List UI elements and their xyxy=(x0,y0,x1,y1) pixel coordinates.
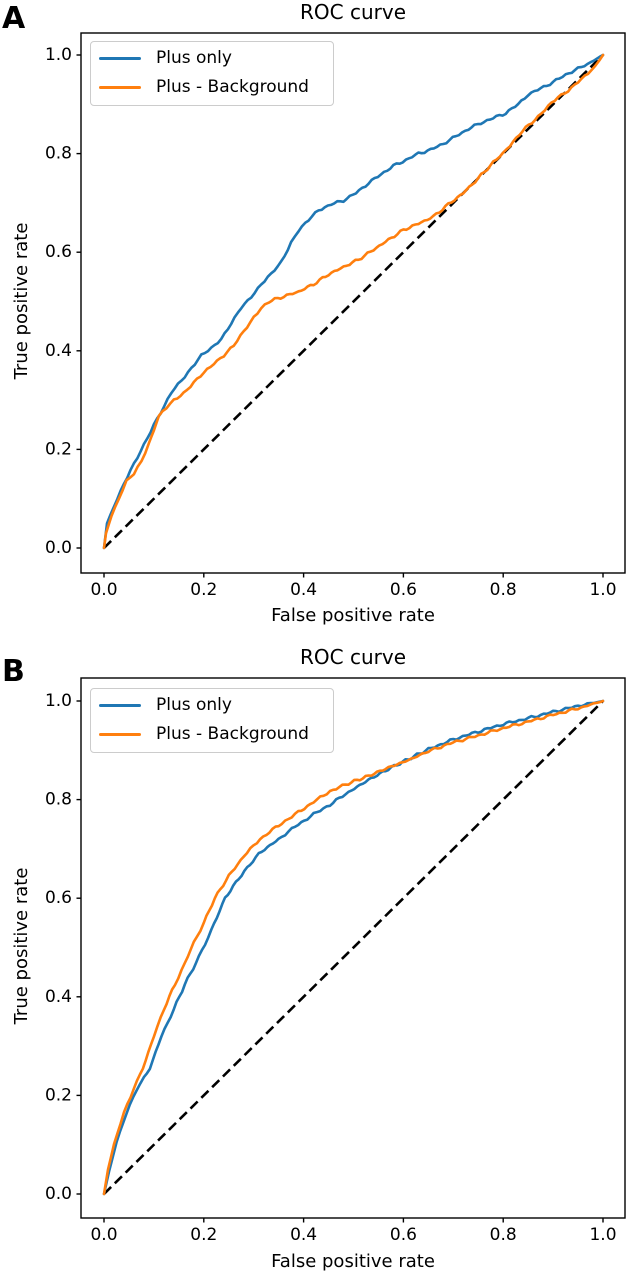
plus-background-line-swatch xyxy=(99,86,141,89)
y-tick-label: 0.6 xyxy=(45,242,72,262)
x-tick-label: 1.0 xyxy=(589,1225,616,1245)
chart-title-b: ROC curve xyxy=(300,645,406,669)
x-tick-label: 0.4 xyxy=(290,580,317,600)
y-axis-label-b: True positive rate xyxy=(11,867,32,1025)
diagonal-reference-line xyxy=(103,700,604,1195)
x-tick-label: 1.0 xyxy=(589,580,616,600)
y-tick-label: 1.0 xyxy=(45,45,72,65)
y-tick-label: 1.0 xyxy=(45,691,72,711)
x-tick-label: 0.2 xyxy=(190,1225,217,1245)
x-tick-label: 0.4 xyxy=(290,1225,317,1245)
panel-label-a: A xyxy=(2,1,26,36)
x-axis-label-b: False positive rate xyxy=(271,1251,435,1272)
y-tick-label: 0.0 xyxy=(45,1184,72,1204)
legend-b: Plus only Plus - Background xyxy=(90,688,334,753)
y-tick-label: 0.4 xyxy=(45,341,72,361)
chart-title-a: ROC curve xyxy=(300,0,406,24)
roc-curve-plus-background xyxy=(102,699,605,1196)
legend-label-plus-only: Plus only xyxy=(156,48,232,68)
y-tick-label: 0.6 xyxy=(45,888,72,908)
legend-entry-plus-background: Plus - Background xyxy=(91,720,333,749)
y-tick-label: 0.8 xyxy=(45,144,72,164)
legend-label-plus-background: Plus - Background xyxy=(156,724,309,744)
plus-background-line-swatch xyxy=(99,733,141,736)
plus-only-line-swatch xyxy=(99,704,141,707)
x-tick-label: 0.0 xyxy=(90,580,117,600)
axes-spines xyxy=(80,32,626,574)
x-tick-label: 0.8 xyxy=(490,1225,517,1245)
y-tick-label: 0.8 xyxy=(45,790,72,810)
legend-entry-plus-only: Plus only xyxy=(91,44,333,73)
plus-only-line-swatch xyxy=(99,57,141,60)
y-axis-label-a: True positive rate xyxy=(11,222,32,380)
roc-curve-plus-only xyxy=(102,699,605,1196)
legend-label-plus-only: Plus only xyxy=(156,695,232,715)
legend-entry-plus-only: Plus only xyxy=(91,691,333,720)
panel-label-b: B xyxy=(2,654,25,689)
diagonal-reference-line xyxy=(103,54,604,549)
legend-entry-plus-background: Plus - Background xyxy=(91,73,333,102)
legend-label-plus-background: Plus - Background xyxy=(156,77,309,97)
x-tick-label: 0.6 xyxy=(390,580,417,600)
legend-a: Plus only Plus - Background xyxy=(90,41,334,106)
roc-curve-plus-only xyxy=(102,53,605,550)
y-tick-label: 0.4 xyxy=(45,987,72,1007)
x-axis-label-a: False positive rate xyxy=(271,605,435,626)
x-tick-label: 0.6 xyxy=(390,1225,417,1245)
axes-spines xyxy=(80,677,626,1219)
roc-curve-plus-background xyxy=(102,53,605,550)
x-tick-label: 0.8 xyxy=(490,580,517,600)
y-tick-label: 0.0 xyxy=(45,538,72,558)
x-tick-label: 0.0 xyxy=(90,1225,117,1245)
y-tick-label: 0.2 xyxy=(45,1085,72,1105)
y-tick-label: 0.2 xyxy=(45,439,72,459)
x-tick-label: 0.2 xyxy=(190,580,217,600)
